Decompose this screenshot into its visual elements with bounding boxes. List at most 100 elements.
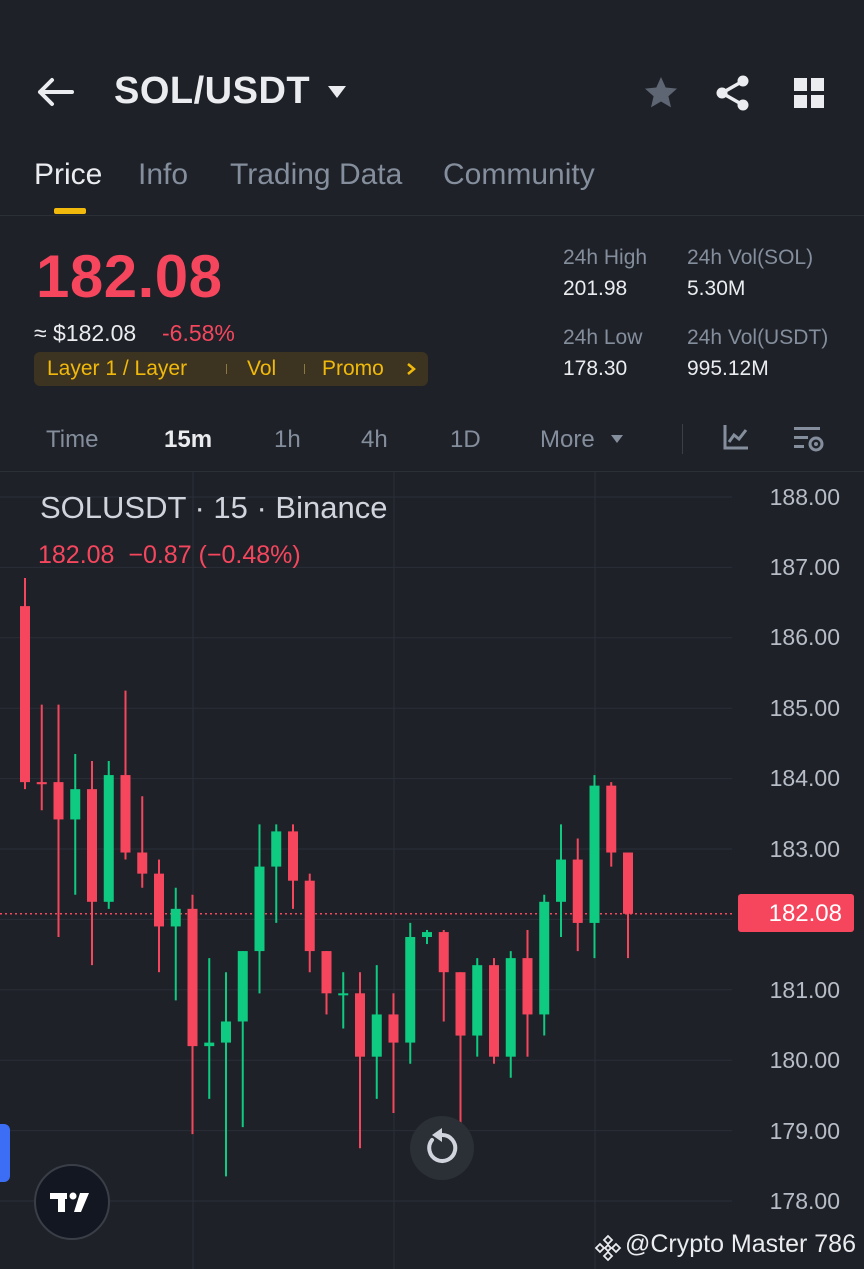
caret-down-icon[interactable] (610, 434, 624, 444)
watermark-text: @Crypto Master 786 (624, 1230, 856, 1258)
app-header: SOL/USDT (0, 0, 864, 150)
candle-body (422, 932, 432, 937)
candle-body (103, 775, 114, 902)
reset-icon (427, 1128, 458, 1163)
candle-body (36, 782, 47, 785)
tag-divider (226, 364, 227, 374)
candle-body (271, 831, 282, 867)
y-axis-tick: 187.00 (769, 554, 840, 580)
current-price-tag: 182.08 (738, 894, 854, 932)
high-label: 24h High (563, 246, 648, 269)
y-axis-tick: 185.00 (769, 695, 840, 721)
candle-body (170, 908, 181, 927)
candle-body (572, 859, 583, 923)
interval-15m[interactable]: 15m (164, 426, 213, 453)
tag-layer[interactable]: Layer 1 / Layer (47, 357, 188, 380)
low-value: 178.30 (563, 357, 628, 380)
candle-body (204, 1042, 215, 1047)
interval-1d[interactable]: 1D (450, 426, 481, 453)
tab-price[interactable]: Price (34, 158, 103, 191)
reset-chart-button[interactable] (410, 1116, 474, 1180)
candle-body (539, 901, 550, 1015)
chart-ohlc-readout: 182.08 −0.87 (−0.48%) (38, 541, 301, 569)
back-arrow-icon[interactable] (36, 74, 76, 110)
chart-settings-icon[interactable] (792, 424, 826, 454)
y-axis-tick: 180.00 (769, 1047, 840, 1073)
tradingview-logo[interactable] (34, 1164, 110, 1240)
main-tabs: Price Info Trading Data Community (0, 150, 864, 216)
y-axis-tick: 181.00 (769, 977, 840, 1003)
tag-vol[interactable]: Vol (247, 357, 277, 380)
candle-body (321, 951, 332, 994)
chevron-right-icon[interactable] (406, 363, 416, 375)
grid-menu-icon[interactable] (792, 76, 826, 110)
active-tab-indicator (54, 208, 86, 214)
candle-body (388, 1014, 399, 1043)
candle-body (254, 866, 265, 952)
pair-title[interactable]: SOL/USDT (114, 70, 311, 112)
candle-body (623, 852, 633, 914)
last-price: 182.08 (36, 243, 223, 310)
candle-body (355, 993, 365, 1057)
interval-1h[interactable]: 1h (274, 426, 301, 453)
tab-community[interactable]: Community (443, 158, 595, 191)
interval-more[interactable]: More (540, 426, 595, 453)
candle-body (137, 852, 148, 874)
tradingview-logo-icon (50, 1192, 89, 1212)
y-axis-tick: 188.00 (769, 484, 840, 510)
interval-bar: Time 15m 1h 4h 1D More (0, 408, 864, 472)
toolbar-divider (682, 424, 683, 454)
vol-quote-label: 24h Vol(USDT) (687, 326, 829, 349)
candle-body (472, 965, 483, 1036)
candle-body (154, 873, 164, 927)
candle-body (589, 785, 600, 923)
interval-4h[interactable]: 4h (361, 426, 388, 453)
candle-body (304, 880, 315, 952)
y-axis-tick: 183.00 (769, 836, 840, 862)
tag-strip[interactable]: Layer 1 / Layer Vol Promo (34, 352, 428, 386)
candlestick-chart[interactable] (0, 472, 864, 1269)
vol-quote-value: 995.12M (687, 357, 769, 380)
interval-time[interactable]: Time (46, 426, 99, 453)
candle-body (187, 908, 198, 1047)
tag-promo[interactable]: Promo (322, 357, 384, 380)
y-axis-tick: 178.00 (769, 1188, 840, 1214)
candle-body (20, 606, 30, 783)
candle-body (438, 932, 449, 973)
y-axis-tick: 179.00 (769, 1118, 840, 1144)
candle-body (288, 831, 298, 881)
candle-body (237, 951, 248, 1022)
high-value: 201.98 (563, 277, 628, 300)
tab-info[interactable]: Info (138, 158, 189, 191)
chart-symbol-title: SOLUSDT · 15 · Binance (40, 490, 388, 525)
candle-body (120, 775, 131, 853)
y-axis-tick: 184.00 (769, 765, 840, 791)
candle-body (606, 785, 617, 853)
caret-down-icon[interactable] (326, 84, 348, 100)
current-price-tag-value: 182.08 (768, 900, 842, 927)
candle-body (405, 937, 416, 1043)
candle-body (522, 958, 533, 1015)
share-icon[interactable] (714, 74, 752, 112)
tab-trading-data[interactable]: Trading Data (230, 158, 403, 191)
candle-body (338, 993, 349, 996)
candle-body (87, 789, 97, 902)
price-change-percent: -6.58% (162, 320, 235, 346)
fiat-price: ≈ $182.08 (34, 320, 137, 346)
binance-logo-icon (594, 1234, 622, 1262)
candle-body (53, 782, 64, 820)
candle-body (371, 1014, 382, 1057)
vol-base-label: 24h Vol(SOL) (687, 246, 814, 269)
indicator-chart-icon[interactable] (722, 422, 750, 452)
candle-body (221, 1021, 231, 1043)
candle-body (70, 789, 81, 820)
star-icon[interactable] (642, 74, 680, 112)
vol-base-value: 5.30M (687, 277, 746, 300)
side-panel-handle[interactable] (0, 1124, 10, 1182)
candle-body (556, 859, 566, 902)
candle-body (505, 958, 516, 1057)
y-axis-tick: 186.00 (769, 624, 840, 650)
low-label: 24h Low (563, 326, 643, 349)
tag-divider (304, 364, 305, 374)
candle-body (455, 972, 466, 1036)
